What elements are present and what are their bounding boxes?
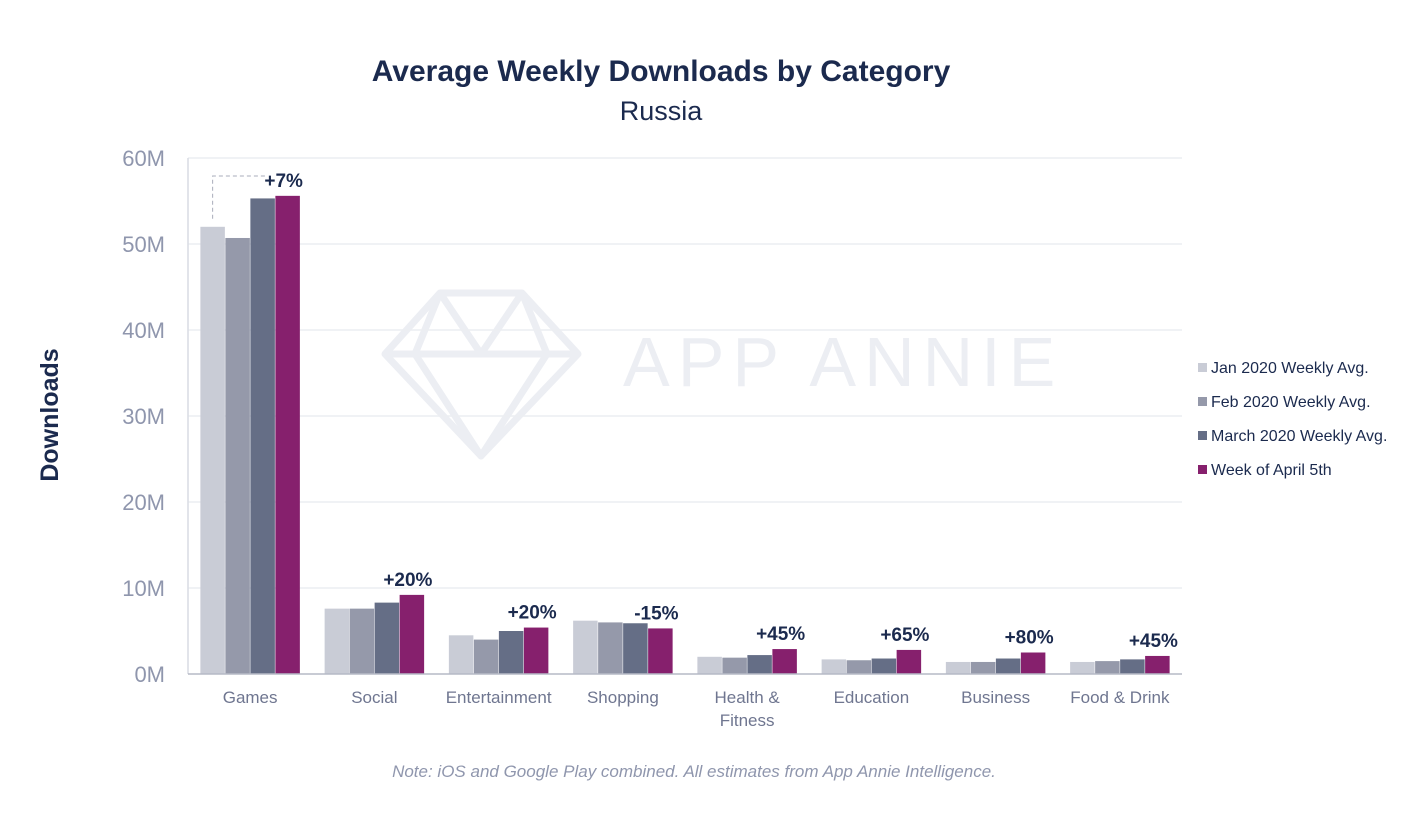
- bar: [598, 622, 623, 674]
- bar: [623, 623, 648, 674]
- bar: [722, 657, 747, 674]
- bar: [945, 661, 971, 674]
- bar: [1020, 652, 1046, 674]
- bars: [200, 195, 1170, 675]
- bar: [573, 620, 598, 674]
- legend-label: Week of April 5th: [1211, 462, 1332, 479]
- bar: [275, 195, 300, 674]
- x-axis-ticks: Games Social Entertainment Shopping Health &…: [223, 688, 1170, 730]
- bar: [697, 656, 722, 674]
- bar: [995, 658, 1021, 674]
- bar: [250, 198, 275, 675]
- chart-subtitle: Russia: [620, 96, 704, 126]
- x-tick-label: Education: [834, 688, 910, 707]
- y-tick-label: 10M: [122, 576, 165, 601]
- bar: [399, 594, 425, 674]
- bar: [200, 226, 225, 675]
- y-tick-label: 0M: [134, 662, 165, 687]
- growth-annotation: +80%: [1005, 628, 1054, 649]
- bar: [523, 627, 549, 674]
- y-axis-ticks: 0M 10M 20M 30M 40M 50M 60M: [122, 146, 165, 687]
- x-tick-label: Games: [223, 688, 278, 707]
- bar: [896, 649, 922, 674]
- bar: [349, 608, 375, 674]
- annotation-bracket: [212, 175, 266, 219]
- legend-swatch: [1198, 363, 1207, 372]
- growth-annotation: -15%: [634, 603, 678, 624]
- y-tick-label: 20M: [122, 490, 165, 515]
- y-tick-label: 40M: [122, 318, 165, 343]
- bar: [970, 661, 996, 674]
- chart-title: Average Weekly Downloads by Category: [372, 55, 951, 88]
- y-axis-label: Downloads: [36, 348, 64, 481]
- x-tick-label: Entertainment: [446, 688, 552, 707]
- bar: [448, 635, 474, 674]
- bar: [821, 659, 847, 674]
- bar: [498, 631, 524, 674]
- bar: [324, 608, 350, 674]
- legend-label: Feb 2020 Weekly Avg.: [1211, 394, 1371, 411]
- x-tick-label: Business: [961, 688, 1030, 707]
- x-tick-label: Health &: [715, 688, 781, 707]
- legend: Jan 2020 Weekly Avg. Feb 2020 Weekly Avg.…: [1198, 360, 1387, 479]
- legend-swatch: [1198, 397, 1207, 406]
- bar: [871, 658, 897, 674]
- bar: [374, 602, 400, 674]
- bar: [1095, 661, 1120, 674]
- legend-label: March 2020 Weekly Avg.: [1211, 428, 1387, 445]
- growth-annotation: +20%: [508, 603, 557, 624]
- y-tick-label: 50M: [122, 232, 165, 257]
- diamond-logo-icon: [381, 289, 582, 460]
- watermark-text: APP ANNIE: [623, 323, 1063, 401]
- legend-label: Jan 2020 Weekly Avg.: [1211, 360, 1369, 377]
- bar: [846, 660, 872, 674]
- growth-annotation: +7%: [264, 171, 303, 192]
- bar: [772, 649, 797, 674]
- y-tick-label: 30M: [122, 404, 165, 429]
- watermark: APP ANNIE: [381, 289, 1063, 460]
- bar: [1120, 659, 1145, 674]
- bar: [747, 655, 772, 674]
- bar: [225, 237, 250, 675]
- bar: [648, 628, 673, 674]
- x-tick-label: Social: [351, 688, 397, 707]
- gridlines: [188, 157, 1182, 589]
- growth-annotation: +20%: [383, 570, 432, 591]
- x-tick-label: Shopping: [587, 688, 659, 707]
- bar: [1070, 661, 1095, 674]
- legend-swatch: [1198, 465, 1207, 474]
- y-tick-label: 60M: [122, 146, 165, 171]
- x-tick-label: Fitness: [720, 711, 775, 730]
- bar: [1145, 655, 1170, 674]
- growth-annotation: +65%: [880, 625, 929, 646]
- bar: [473, 639, 499, 674]
- footnote: Note: iOS and Google Play combined. All …: [392, 762, 996, 781]
- axes: [187, 158, 1182, 675]
- annotations: +7% +20% +20% -15% +45% +65% +80% +45%: [212, 171, 1178, 652]
- growth-annotation: +45%: [756, 624, 805, 645]
- legend-swatch: [1198, 431, 1207, 440]
- x-tick-label: Food & Drink: [1070, 688, 1170, 707]
- growth-annotation: +45%: [1129, 631, 1178, 652]
